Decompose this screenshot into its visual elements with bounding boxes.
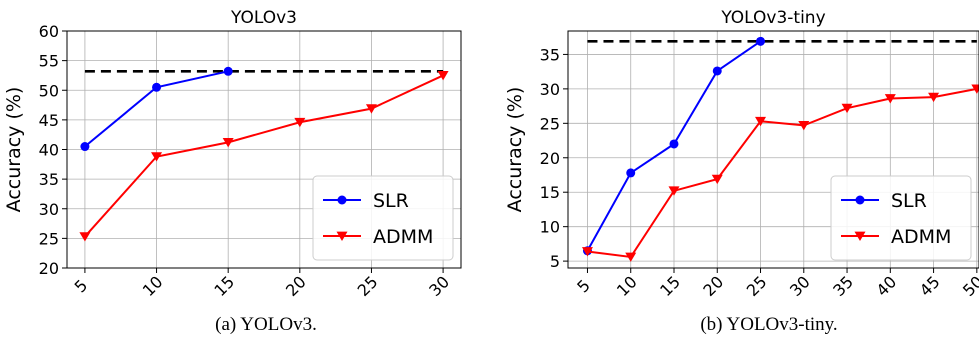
data-point-admm [755, 116, 767, 127]
x-tick-label: 10 [139, 272, 167, 300]
legend-marker-slr [855, 195, 865, 205]
data-point-admm [625, 252, 637, 262]
data-point-admm [151, 152, 163, 162]
legend-box [830, 175, 972, 261]
chart-title: YOLOv3-tiny [720, 8, 825, 28]
y-tick-label: 15 [540, 183, 560, 202]
y-tick-label: 35 [39, 170, 59, 189]
y-tick-label: 50 [39, 81, 59, 100]
y-tick-label: 55 [39, 52, 59, 71]
data-point-admm [365, 104, 377, 114]
data-point-admm [79, 232, 91, 242]
series-line-admm [84, 74, 444, 238]
legend-label-slr: SLR [373, 190, 409, 212]
chart-title: YOLOv3 [230, 8, 297, 28]
series-line-admm [587, 87, 978, 259]
y-tick-label: 20 [39, 259, 59, 278]
x-tick-label: 35 [829, 272, 857, 300]
x-tick-label: 25 [354, 272, 382, 300]
data-point-admm [798, 120, 810, 131]
y-tick-label: 30 [39, 200, 59, 219]
plot-frame [66, 30, 462, 269]
data-point-admm [437, 71, 449, 81]
y-tick-label: 10 [540, 218, 560, 237]
data-point-admm [222, 137, 234, 148]
x-tick-label: 15 [656, 272, 684, 300]
x-tick-label: 50 [959, 272, 979, 300]
y-tick-label: 60 [39, 22, 59, 41]
data-point-slr [152, 82, 162, 92]
y-tick-label: 35 [540, 45, 560, 64]
chart-2: 5 10 15 20 25 30 35 5 10 15 20 25 30 35 40 45 50 YOLOv3-t… [504, 8, 979, 335]
legend-label-admm: ADMM [891, 226, 951, 248]
x-tick-label: 10 [613, 272, 641, 300]
y-tick-label: 40 [39, 141, 59, 160]
x-tick-label: 5 [71, 276, 92, 297]
x-tick-label: 30 [786, 272, 814, 300]
data-point-slr [756, 36, 766, 46]
data-point-slr [669, 139, 679, 149]
x-tick-label: 25 [743, 272, 771, 300]
x-tick-label: 40 [873, 272, 901, 300]
data-point-admm [971, 84, 979, 94]
legend-marker-slr [337, 195, 347, 205]
data-point-slr [80, 142, 90, 152]
plot-frame [567, 30, 979, 269]
y-tick-label: 20 [540, 149, 560, 168]
data-point-admm [581, 247, 593, 257]
data-point-admm [294, 117, 306, 128]
x-tick-label: 20 [699, 272, 727, 300]
x-tick-label: 15 [210, 272, 238, 300]
data-point-admm [711, 174, 723, 185]
y-tick-label: 25 [540, 114, 560, 133]
y-axis-label: Accuracy (%) [3, 87, 25, 213]
legend-label-slr: SLR [891, 190, 927, 212]
data-point-admm [884, 94, 896, 104]
data-point-admm [668, 186, 680, 196]
data-point-slr [626, 168, 636, 178]
legend-label-admm: ADMM [373, 226, 433, 248]
y-tick-label: 25 [39, 229, 59, 248]
legend-marker-admm [854, 231, 866, 241]
figure-caption: (b) YOLOv3-tiny. [700, 314, 837, 335]
x-tick-label: 20 [282, 272, 310, 300]
legend-box [312, 175, 454, 261]
y-tick-label: 30 [540, 80, 560, 99]
x-tick-label: 45 [916, 272, 944, 300]
y-tick-label: 45 [39, 111, 59, 130]
data-point-slr [712, 66, 722, 76]
data-point-admm [928, 92, 940, 103]
x-tick-label: 5 [573, 276, 594, 297]
legend-marker-admm [336, 231, 348, 241]
data-point-admm [841, 103, 853, 114]
y-tick-label: 5 [550, 252, 560, 271]
data-point-slr [223, 66, 233, 76]
y-axis-label: Accuracy (%) [504, 87, 526, 213]
figure-caption: (a) YOLOv3. [215, 314, 317, 335]
chart-1: 20 25 30 35 40 45 50 55 60 5 10 15 20 25 30 YOLOv3 Accur… [3, 8, 462, 335]
x-tick-label: 30 [425, 272, 453, 300]
